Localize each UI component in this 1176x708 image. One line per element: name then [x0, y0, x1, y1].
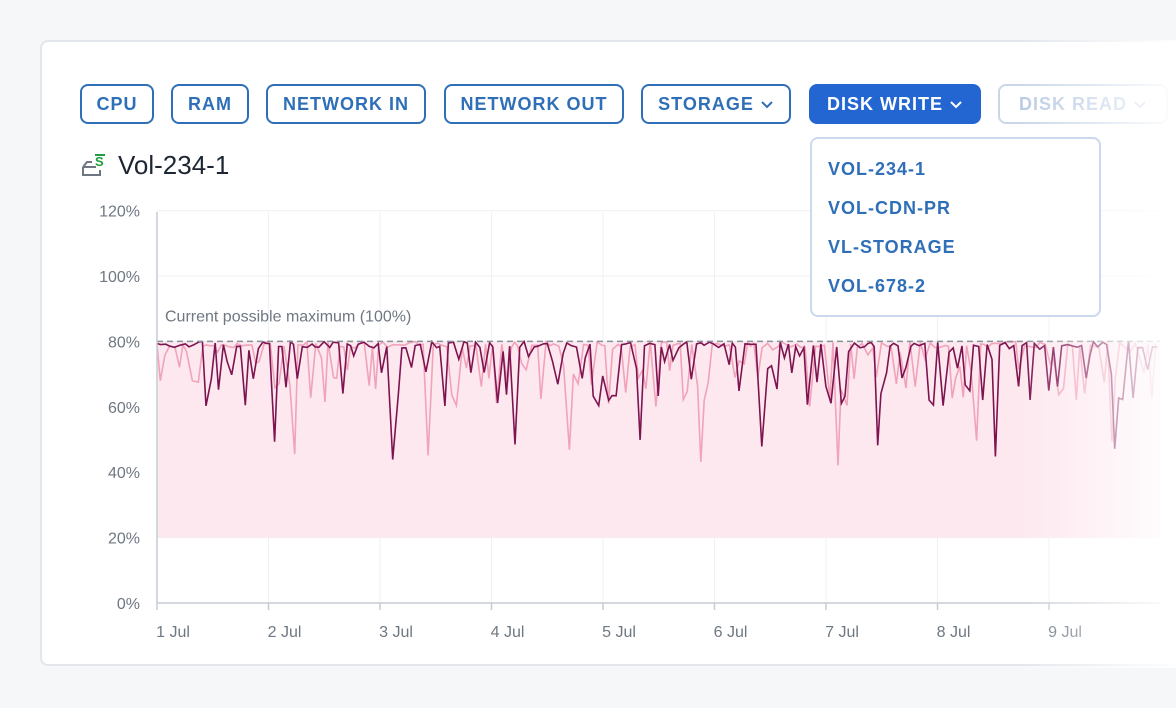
x-axis: 1 Jul 2 Jul 3 Jul 4 Jul 5 Jul 6 Jul 7 Jul 8 Jul… [156, 602, 1160, 641]
chevron-down-icon [761, 101, 773, 109]
x-tick-label: 7 Jul [825, 624, 859, 641]
tab-label: NETWORK OUT [460, 93, 608, 114]
x-tick-label: 2 Jul [268, 624, 302, 641]
series-line-dark [156, 339, 1158, 460]
x-tick-label: 1 Jul [156, 624, 190, 641]
x-tick-label: 4 Jul [491, 624, 525, 641]
x-tick-label: 9 Jul [1048, 624, 1082, 641]
volume-title: Vol-234-1 [118, 150, 230, 180]
x-tick-label: 8 Jul [937, 624, 971, 641]
tab-label: NETWORK IN [283, 93, 409, 114]
y-tick-label: 80% [108, 334, 140, 351]
max-threshold-label: Current possible maximum (100%) [165, 308, 411, 325]
y-axis: 120% 100% 80% 60% 40% 20% 0% [99, 204, 158, 613]
tab-network-in[interactable]: NETWORK IN [266, 84, 426, 124]
tab-disk-write[interactable]: DISK WRITE [809, 84, 981, 124]
disk-write-dropdown: VOL-234-1 VOL-CDN-PR VL-STORAGE VOL-678-… [810, 137, 1101, 317]
y-tick-label: 40% [108, 465, 140, 482]
dropdown-item-vol-cdn-pr[interactable]: VOL-CDN-PR [828, 198, 951, 218]
dropdown-item-vl-storage[interactable]: VL-STORAGE [828, 237, 956, 257]
tab-network-out[interactable]: NETWORK OUT [444, 84, 624, 124]
dropdown-item-vol-234-1[interactable]: VOL-234-1 [828, 159, 927, 179]
y-tick-label: 60% [108, 400, 140, 417]
x-tick-label: 3 Jul [379, 624, 413, 641]
y-tick-label: 100% [99, 269, 140, 286]
y-tick-label: 0% [117, 596, 140, 613]
dropdown-item-vol-678-2[interactable]: VOL-678-2 [828, 276, 927, 296]
y-tick-label: 120% [99, 204, 140, 221]
tab-cpu[interactable]: CPU [80, 84, 154, 124]
volume-header: S Vol-234-1 [80, 150, 229, 181]
y-tick-label: 20% [108, 531, 140, 548]
x-tick-label: 5 Jul [602, 624, 636, 641]
svg-text:S: S [95, 154, 104, 169]
x-tick-label: 6 Jul [714, 624, 748, 641]
tab-label: RAM [188, 93, 232, 114]
chevron-down-icon [950, 101, 962, 109]
tab-label: CPU [96, 93, 138, 114]
storage-volume-icon: S [82, 153, 105, 176]
tab-storage[interactable]: STORAGE [641, 84, 791, 124]
tab-ram[interactable]: RAM [171, 84, 249, 124]
tab-label: STORAGE [658, 93, 754, 114]
tab-label: DISK WRITE [827, 93, 943, 114]
